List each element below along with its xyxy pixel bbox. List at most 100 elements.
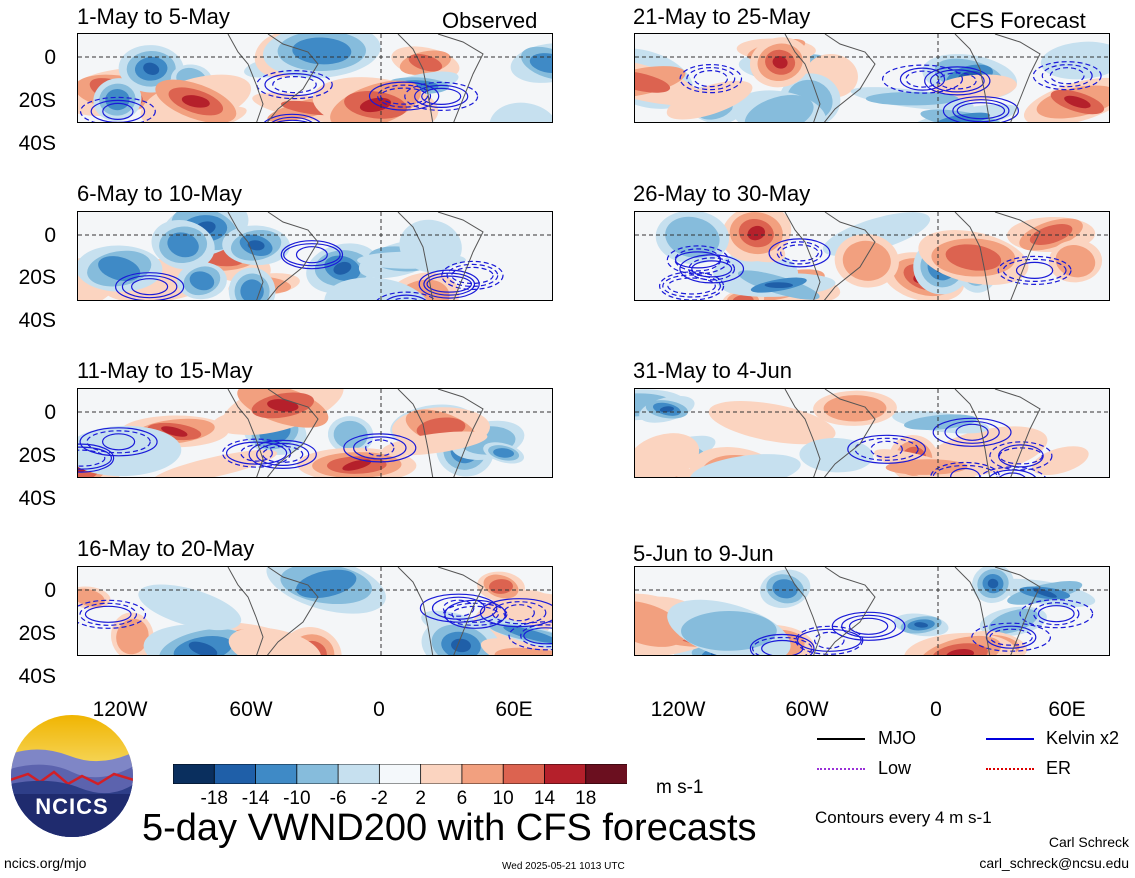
anomaly-shading bbox=[635, 433, 700, 477]
anomaly-shading bbox=[357, 251, 466, 269]
anomaly-shading bbox=[772, 55, 788, 69]
anomaly-shading bbox=[659, 406, 674, 413]
colorbar-swatch bbox=[461, 763, 505, 785]
anomaly-shading bbox=[823, 395, 887, 422]
kelvin-contour bbox=[115, 272, 185, 300]
kelvin-contour bbox=[899, 67, 946, 91]
coastline bbox=[397, 389, 434, 477]
kelvin-contour bbox=[944, 420, 1000, 444]
coastline bbox=[784, 34, 821, 122]
kelvin-contour bbox=[248, 439, 317, 470]
anomaly-shading bbox=[181, 95, 210, 108]
kelvin-contour bbox=[854, 437, 919, 461]
main-title: 5-day VWND200 with CFS forecasts bbox=[142, 807, 757, 849]
kelvin-contour bbox=[418, 269, 480, 299]
coastline bbox=[954, 567, 991, 655]
kelvin-contour bbox=[79, 427, 158, 457]
panel-title-left-4: 16-May to 20-May bbox=[77, 536, 255, 561]
kelvin-contour bbox=[831, 611, 906, 641]
anomaly-shading bbox=[904, 414, 977, 430]
anomaly-shading bbox=[934, 112, 991, 122]
anomaly-shading bbox=[772, 579, 798, 599]
kelvin-contour bbox=[376, 291, 437, 300]
coastline bbox=[954, 34, 991, 122]
anomaly-shading bbox=[690, 454, 801, 477]
coastline bbox=[437, 34, 484, 122]
colorbar-swatch bbox=[296, 763, 339, 785]
anomaly-shading bbox=[1064, 95, 1091, 109]
anomaly-shading bbox=[493, 448, 515, 458]
y-tick-40s-row3: 40S bbox=[18, 487, 56, 510]
kelvin-contour bbox=[952, 99, 1010, 122]
coastline bbox=[784, 567, 821, 655]
panel-title-right-4: 5-Jun to 9-Jun bbox=[633, 541, 774, 566]
kelvin-contour bbox=[693, 69, 729, 88]
kelvin-contour bbox=[870, 440, 903, 458]
y-tick-0-row2: 0 bbox=[44, 224, 56, 247]
kelvin-contour bbox=[932, 417, 1012, 447]
kelvin-contour bbox=[352, 436, 407, 460]
anomaly-shading bbox=[732, 294, 754, 300]
kelvin-contour bbox=[426, 275, 473, 293]
anomaly-shading bbox=[529, 53, 552, 74]
anomaly-shading bbox=[764, 282, 793, 289]
colorbar-tick-label: 14 bbox=[533, 788, 556, 809]
map-panel-left-3 bbox=[77, 388, 553, 478]
y-tick-20s-row4: 20S bbox=[18, 622, 56, 645]
anomaly-shading bbox=[681, 610, 777, 651]
map-field bbox=[635, 567, 1109, 655]
coastline bbox=[954, 389, 991, 477]
kelvin-contour bbox=[932, 464, 998, 477]
colorbar-tick-label: -14 bbox=[241, 788, 270, 809]
anomaly-shading bbox=[744, 94, 814, 122]
kelvin-contour bbox=[102, 102, 134, 121]
coastline bbox=[227, 212, 264, 300]
legend-kelvin-line bbox=[986, 738, 1034, 740]
colorbar-tick-label: -6 bbox=[329, 788, 347, 809]
kelvin-contour bbox=[343, 433, 417, 463]
y-tick-40s-row2: 40S bbox=[18, 309, 56, 332]
kelvin-contour bbox=[679, 254, 745, 284]
kelvin-contour bbox=[1032, 61, 1102, 91]
map-panel-right-4 bbox=[634, 566, 1110, 656]
kelvin-contour bbox=[955, 423, 989, 441]
kelvin-contour bbox=[386, 294, 427, 300]
kelvin-contour bbox=[686, 66, 736, 91]
colorbar-tick-label: 6 bbox=[456, 788, 468, 809]
coastline bbox=[437, 212, 484, 300]
x-tick-60e-left: 60E bbox=[495, 698, 533, 721]
map-panel-left-4 bbox=[77, 566, 553, 656]
kelvin-contour bbox=[404, 81, 479, 112]
kelvin-contour bbox=[998, 447, 1043, 465]
x-tick-60w-left: 60W bbox=[229, 698, 273, 721]
anomaly-shading bbox=[987, 578, 999, 589]
colorbar-swatch bbox=[255, 763, 298, 785]
kelvin-contour bbox=[667, 277, 716, 295]
kelvin-contour bbox=[423, 272, 476, 296]
coastline bbox=[823, 567, 876, 655]
map-field bbox=[635, 389, 1109, 477]
kelvin-contour bbox=[942, 96, 1019, 122]
panel-title-left-1: 1-May to 5-May bbox=[77, 4, 230, 29]
kelvin-contour bbox=[768, 238, 831, 268]
y-tick-20s-row2: 20S bbox=[18, 266, 56, 289]
kelvin-contour bbox=[998, 444, 1044, 468]
anomaly-shading bbox=[914, 622, 928, 628]
panel-title-left-3: 11-May to 15-May bbox=[77, 358, 253, 383]
y-tick-20s-row3: 20S bbox=[18, 444, 56, 467]
x-tick-60w-right: 60W bbox=[785, 698, 829, 721]
kelvin-contour bbox=[79, 602, 138, 626]
kelvin-contour bbox=[882, 64, 964, 94]
kelvin-contour bbox=[121, 275, 178, 299]
anomaly-shading bbox=[503, 626, 552, 644]
kelvin-contour bbox=[1019, 599, 1094, 629]
kelvin-contour bbox=[240, 444, 273, 462]
colorbar-tick-label: -2 bbox=[370, 788, 388, 809]
kelvin-contour bbox=[271, 116, 313, 122]
kelvin-contour bbox=[380, 87, 429, 105]
legend-low-line bbox=[817, 768, 865, 770]
kelvin-contour bbox=[1002, 258, 1067, 283]
colorbar-swatch bbox=[585, 763, 628, 785]
anomaly-shading bbox=[296, 569, 357, 599]
anomaly-shading bbox=[324, 277, 431, 300]
